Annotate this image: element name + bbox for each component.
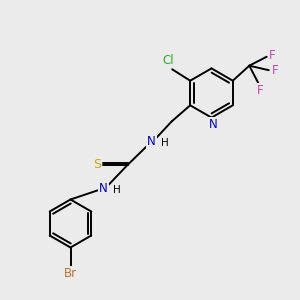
Text: S: S xyxy=(93,158,101,172)
Text: F: F xyxy=(272,64,278,77)
Text: Cl: Cl xyxy=(163,54,174,68)
Text: F: F xyxy=(269,49,275,62)
Text: N: N xyxy=(99,182,108,195)
Text: H: H xyxy=(112,185,120,195)
Text: H: H xyxy=(160,138,168,148)
Text: N: N xyxy=(147,135,156,148)
Text: N: N xyxy=(208,118,217,131)
Text: Br: Br xyxy=(64,267,77,280)
Text: F: F xyxy=(256,83,263,97)
